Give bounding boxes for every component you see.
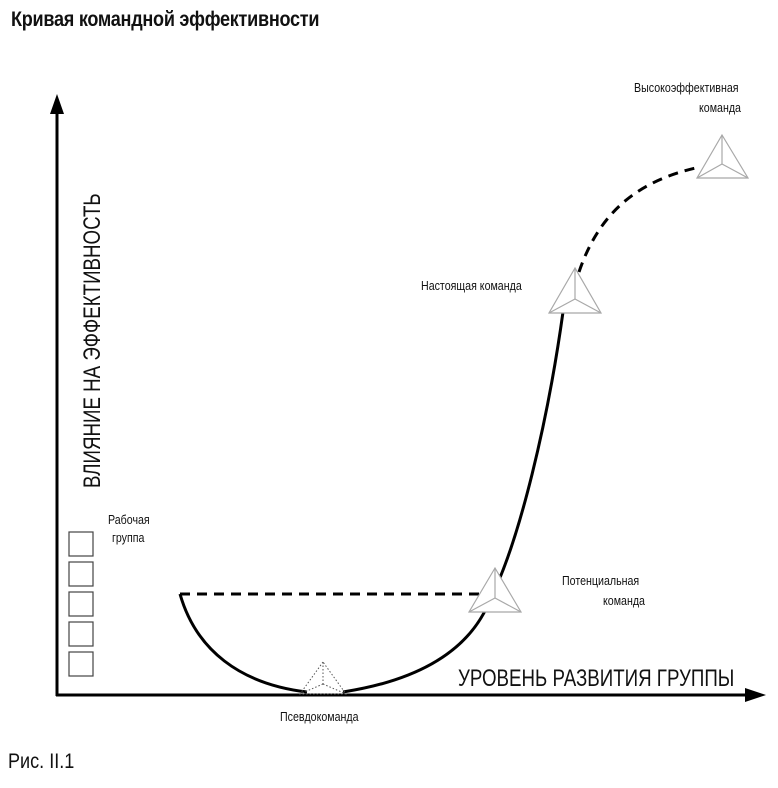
working-group-box [68, 561, 94, 587]
figure-caption: Рис. II.1 [8, 750, 75, 773]
working-group-boxes [68, 531, 94, 677]
diagram-title: Кривая командной эффективности [11, 8, 320, 31]
x-axis [56, 688, 766, 702]
curve-dip-to-pseudo-team [178, 593, 308, 694]
high-performance-team-triangle-icon [695, 133, 750, 179]
pseudo-team-label: Псевдокоманда [280, 709, 359, 724]
working-group-box [68, 651, 94, 677]
pseudo-team-triangle-icon [299, 661, 347, 695]
y-axis [50, 94, 64, 696]
potential-team-label-line1: Потенциальная [562, 573, 639, 588]
y-axis-label: ВЛИЯНИЕ НА ЭФФЕКТИВНОСТЬ [79, 193, 106, 488]
potential-team-label-line2: команда [603, 593, 645, 608]
working-group-box [68, 591, 94, 617]
y-axis-arrow-icon [50, 94, 64, 114]
x-axis-arrow-icon [745, 688, 766, 702]
real-team-triangle-icon [547, 266, 603, 314]
working-group-label-line2: группа [112, 530, 145, 545]
potential-team-triangle-icon [467, 566, 523, 613]
curve-dashed-to-high-performance [577, 165, 701, 273]
x-axis-label: УРОВЕНЬ РАЗВИТИЯ ГРУППЫ [458, 665, 734, 692]
high-performance-team-label-line1: Высокоэффективная [634, 80, 739, 95]
curve-rise-to-real-team [342, 311, 565, 694]
working-group-box [68, 531, 94, 557]
high-performance-team-label-line2: команда [699, 100, 741, 115]
real-team-label: Настоящая команда [421, 278, 522, 293]
working-group-box [68, 621, 94, 647]
working-group-label-line1: Рабочая [108, 512, 150, 527]
